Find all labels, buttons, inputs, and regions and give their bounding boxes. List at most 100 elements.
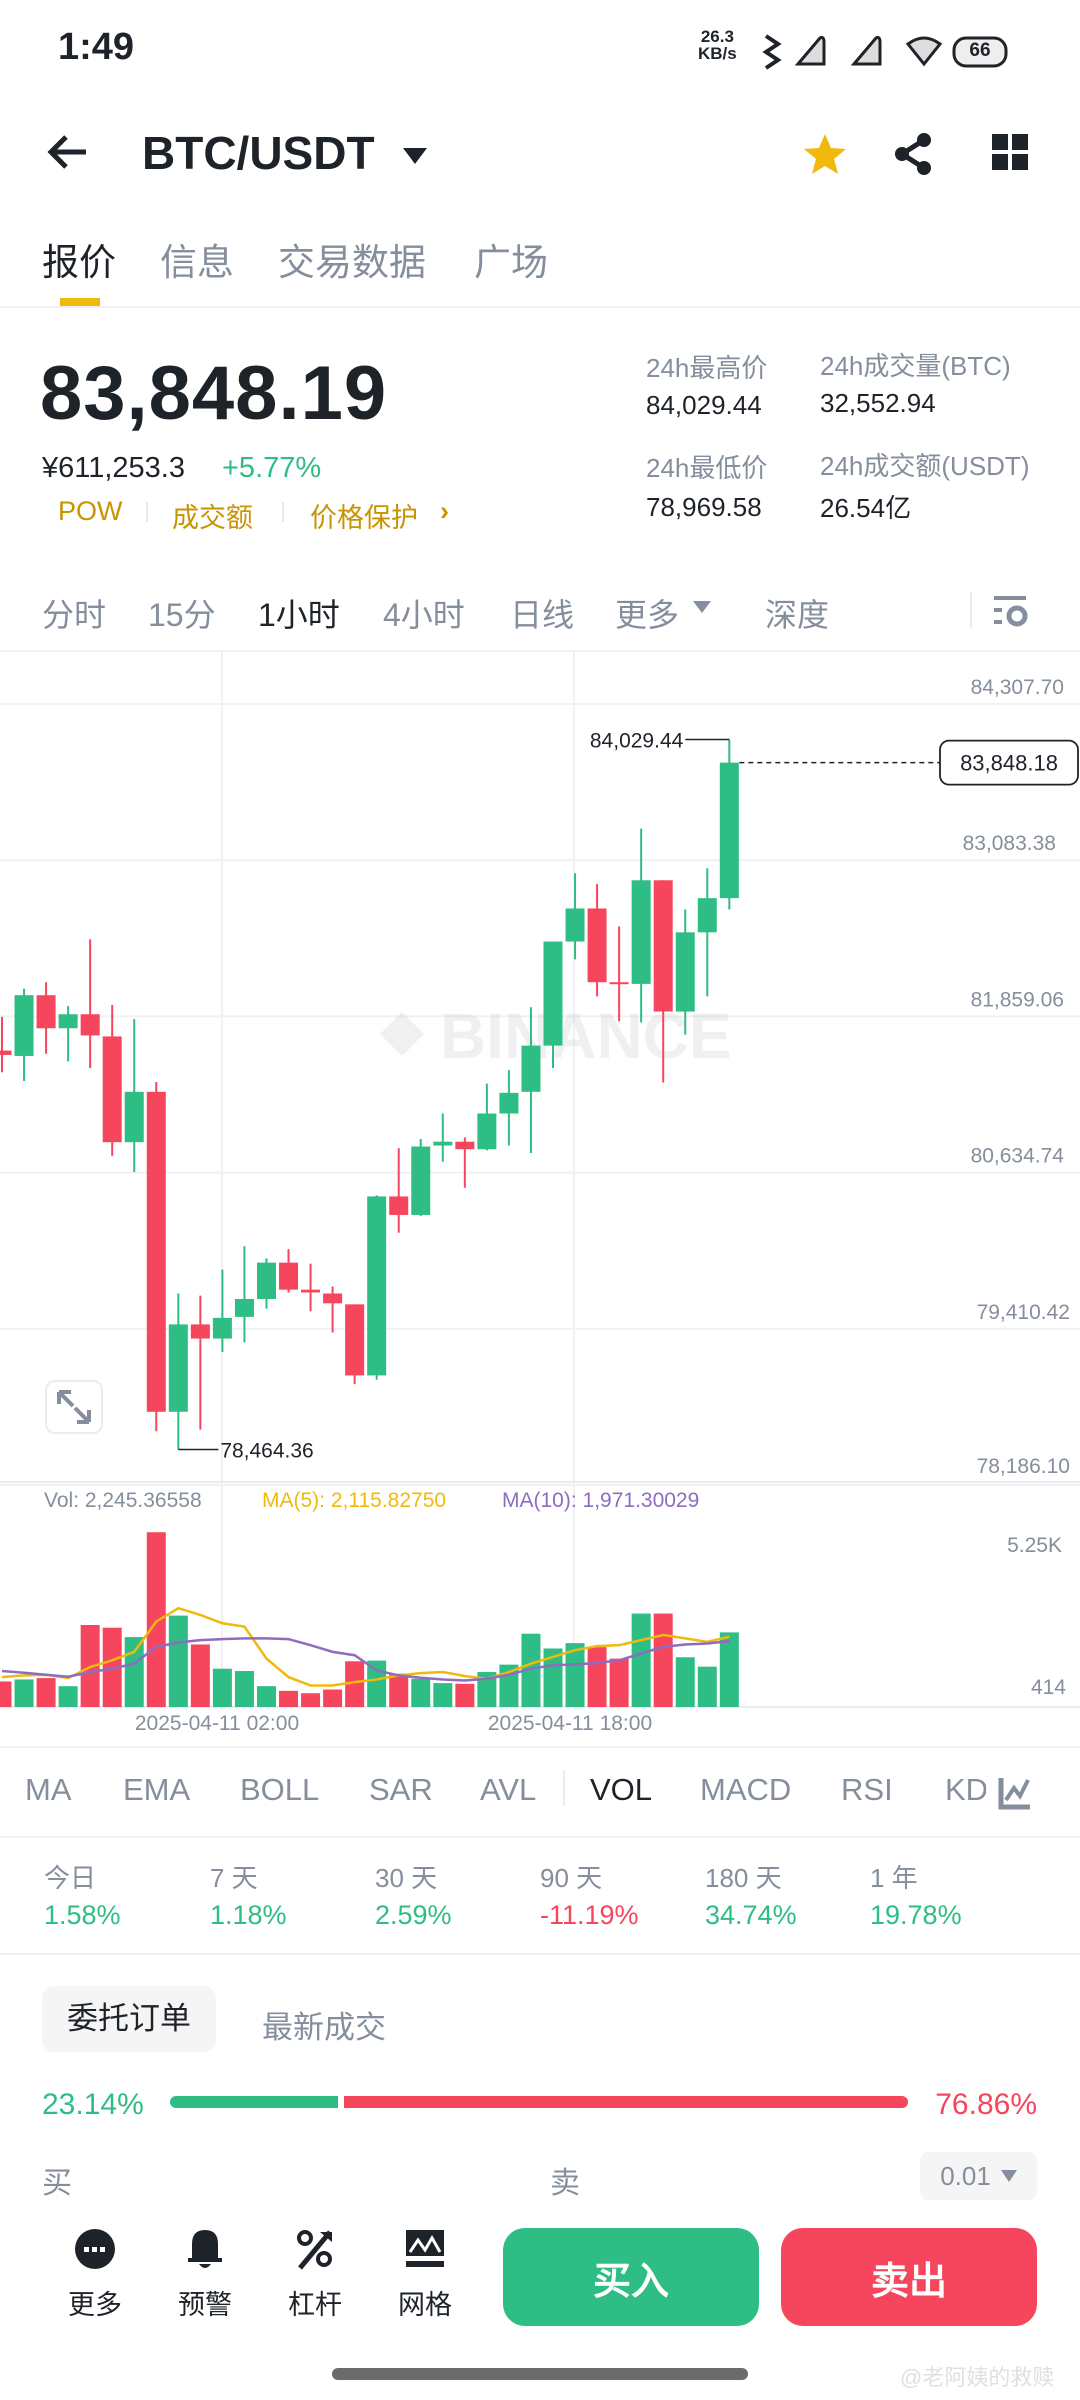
indicator-avl[interactable]: AVL [480,1772,537,1807]
x-axis-labels: 2025-04-11 02:00 2025-04-11 18:00 [135,1712,652,1735]
divider [0,650,1080,652]
tab-quote[interactable]: 报价 [42,242,116,283]
period-label: 7 天 [210,1863,258,1893]
volume-bar [0,1681,12,1707]
grid-icon[interactable] [992,134,1030,172]
candle [697,868,717,997]
volume-bar [719,1632,739,1707]
tab-info[interactable]: 信息 [160,242,234,283]
tab-latest-trades[interactable]: 最新成交 [262,2010,386,2045]
active-tab-indicator [60,298,100,306]
indicator-sar[interactable]: SAR [369,1772,433,1807]
buy-button[interactable]: 买入 [503,2228,759,2326]
volume-bar [212,1668,232,1707]
candle [102,1005,122,1156]
candle [212,1269,232,1353]
volume-bar [653,1613,673,1707]
tab-order-book[interactable]: 委托订单 [42,1986,216,2052]
period-return-value: -11.19% [540,1900,639,1930]
tag-pow[interactable]: POW [58,496,123,526]
volume-bar [543,1648,563,1707]
stat-turnover-value: 26.54亿 [820,493,912,523]
pair-title[interactable]: BTC/USDT [142,127,375,179]
share-icon[interactable] [892,132,936,176]
candle-body [256,1262,276,1299]
divider [0,306,1080,308]
period-return-value: 1.18% [210,1900,287,1930]
tag-price-protection[interactable]: 价格保护 [310,503,418,533]
indicator-settings-icon[interactable] [998,1776,1032,1810]
candle [433,1113,453,1162]
more-button[interactable]: 更多 [55,2228,135,2322]
indicator-boll[interactable]: BOLL [240,1772,320,1807]
ma5-value: MA(5): 2,115.82750 [262,1489,446,1512]
grid-trading-button[interactable]: 网格 [385,2228,465,2322]
fullscreen-button[interactable] [45,1380,103,1434]
wifi-icon [905,36,943,67]
candle [36,982,56,1054]
tab-square[interactable]: 广场 [474,242,548,283]
period-return-value: 1.58% [44,1900,121,1930]
alert-button[interactable]: 预警 [165,2228,245,2322]
star-icon[interactable] [803,132,847,176]
net-speed-unit: KB/s [698,44,737,63]
volume-bar [587,1647,607,1707]
tab-trading-data[interactable]: 交易数据 [278,242,426,283]
indicator-vol[interactable]: VOL [590,1772,653,1807]
indicator-kd[interactable]: KD [945,1772,987,1807]
interval-more[interactable]: 更多 [615,597,680,633]
candle-body [565,908,585,942]
volume-bar [102,1627,122,1707]
volume-bar [323,1689,343,1707]
volume-bar [301,1693,321,1707]
leverage-button[interactable]: 杠杆 [275,2228,355,2322]
back-arrow-icon[interactable] [46,132,90,172]
interval-15m[interactable]: 15分 [148,597,216,633]
volume-bar [455,1683,475,1707]
volume-bar [477,1672,497,1707]
interval-depth[interactable]: 深度 [765,597,830,633]
precision-dropdown[interactable]: 0.01 [920,2152,1037,2200]
candle-body [609,982,629,985]
sell-button[interactable]: 卖出 [781,2228,1037,2326]
home-indicator[interactable] [332,2368,748,2380]
candle-body [697,898,717,933]
period-label: 30 天 [375,1863,438,1893]
x-tick: 2025-04-11 18:00 [488,1712,652,1735]
indicator-ema[interactable]: EMA [123,1772,191,1807]
caret-down-icon[interactable] [402,146,428,166]
caret-down-icon [1000,2170,1017,2182]
candle [14,988,34,1081]
stat-high-value: 84,029.44 [646,390,762,420]
candle [609,926,629,1022]
indicator-macd[interactable]: MACD [700,1772,792,1807]
y-axis-labels: 84,307.70 83,083.38 81,859.06 80,634.74 … [963,676,1070,1478]
candle-body [521,1045,541,1092]
chevron-right-icon[interactable]: › [440,496,449,526]
indicator-ma[interactable]: MA [25,1772,72,1807]
stat-low-value: 78,969.58 [646,492,762,522]
binance-watermark: BINANCE [380,1000,732,1072]
grid-trading-icon [406,2230,444,2267]
candle-body [80,1014,100,1036]
volume-bar [36,1678,56,1707]
volume-bar [675,1657,695,1707]
candle [477,1083,497,1151]
candle-body [14,995,34,1056]
volume-bar [279,1690,299,1707]
volume-legend: Vol: 2,245.36558 MA(5): 2,115.82750 MA(1… [44,1489,699,1512]
interval-daily[interactable]: 日线 [510,597,575,633]
chart-settings-icon[interactable] [994,594,1028,628]
divider [0,1953,1080,1955]
indicator-rsi[interactable]: RSI [841,1772,893,1807]
interval-1h[interactable]: 1小时 [258,597,340,633]
interval-time-share[interactable]: 分时 [42,597,107,633]
sell-column-label: 卖 [550,2167,580,2200]
candle-body [675,932,695,1012]
candlestick-chart[interactable]: BINANCE 84,307.70 83,083.38 81,859.06 80… [0,652,1080,1748]
interval-4h[interactable]: 4小时 [383,597,465,633]
vol-tick: 5.25K [1007,1534,1062,1557]
tag-turnover[interactable]: 成交额 [172,503,253,533]
candle-body [433,1141,453,1146]
y-tick: 80,634.74 [971,1145,1065,1168]
